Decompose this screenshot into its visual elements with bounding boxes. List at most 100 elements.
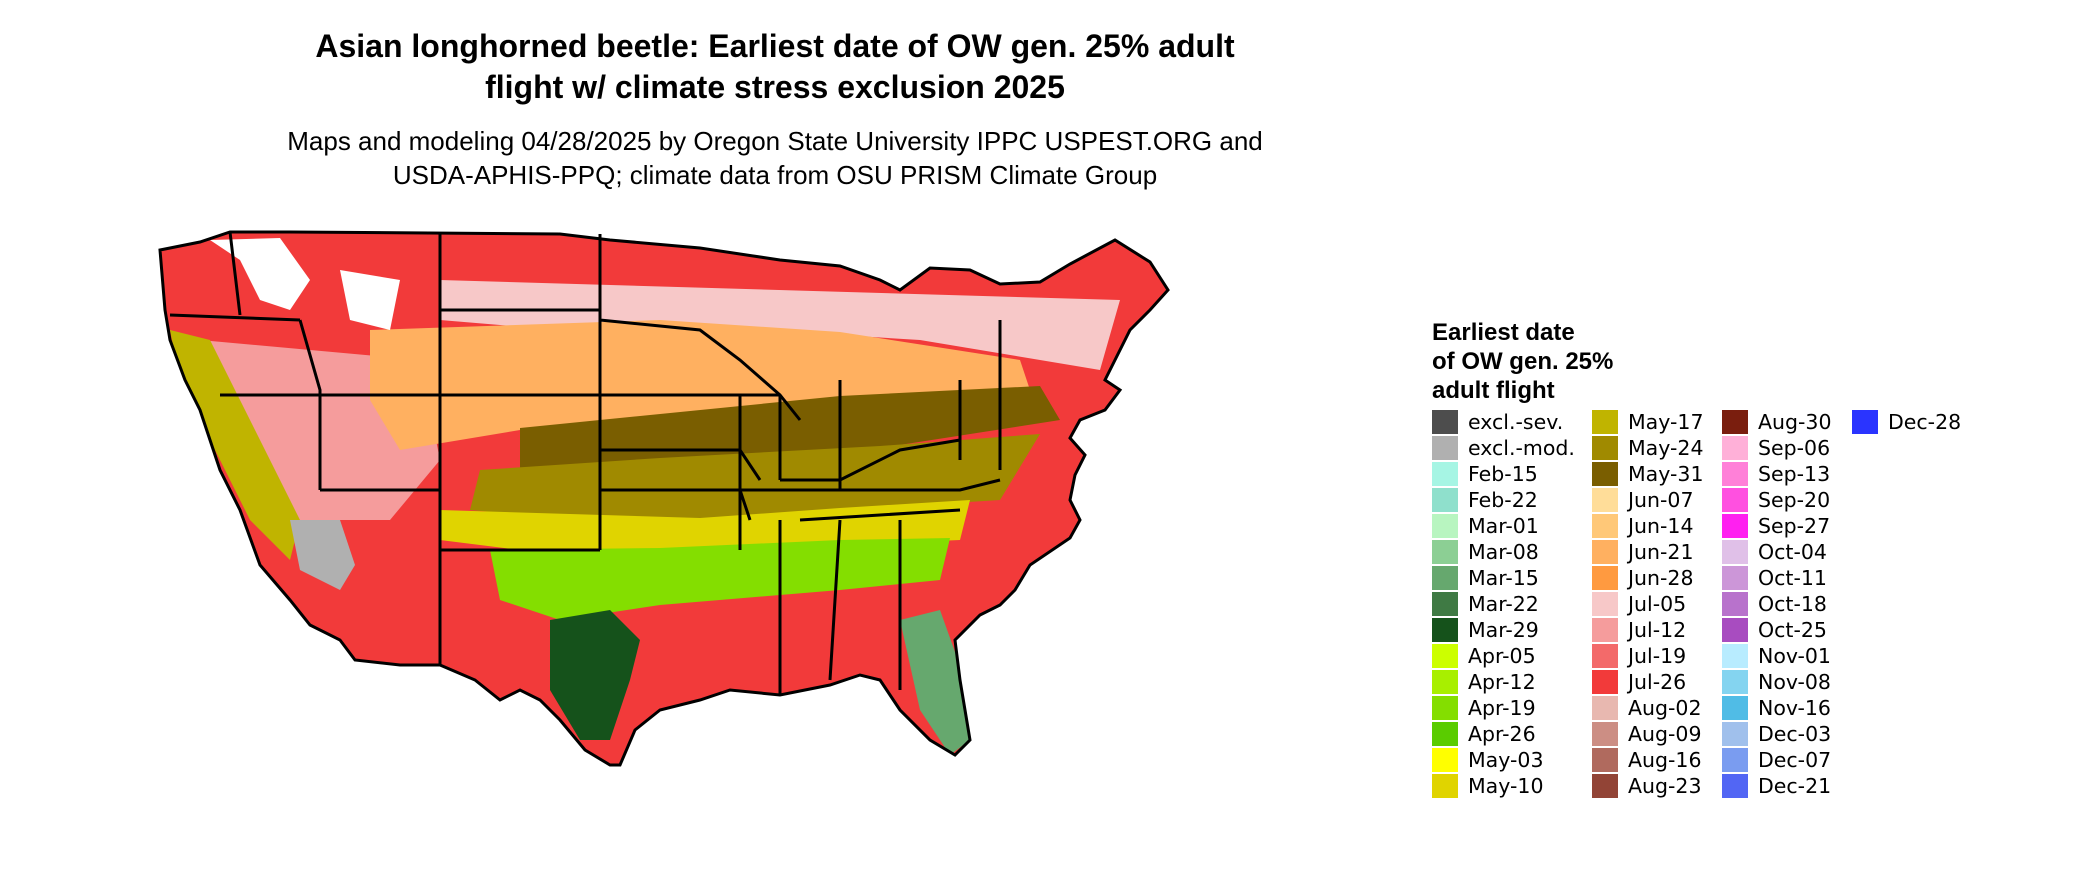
legend-item: May-31 [1592,462,1752,488]
state-boundaries [158,230,1170,767]
legend-item: Mar-01 [1432,514,1592,540]
legend-item: Dec-28 [1852,410,2012,436]
map-fill [160,232,1168,765]
legend-label: Sep-20 [1758,488,1831,512]
zone-california-central-valley [170,330,300,560]
zone-southwest-desert [290,520,355,590]
legend-label: Apr-26 [1468,722,1536,746]
legend-label: Jul-26 [1628,670,1687,694]
legend-item: Aug-02 [1592,696,1752,722]
legend-label: Jun-07 [1628,488,1694,512]
legend-item: Aug-16 [1592,748,1752,774]
legend-swatch [1592,488,1618,512]
legend-swatch [1722,748,1748,772]
legend-item: Feb-22 [1432,488,1592,514]
legend-item: May-17 [1592,410,1752,436]
legend-item: Jul-19 [1592,644,1752,670]
legend-swatch [1722,488,1748,512]
legend-label: Oct-25 [1758,618,1827,642]
legend-swatch [1722,514,1748,538]
legend-label: Apr-12 [1468,670,1536,694]
legend-item: Oct-04 [1722,540,1882,566]
legend-label: Jul-05 [1628,592,1687,616]
legend-swatch [1722,774,1748,798]
legend-label: Nov-16 [1758,696,1831,720]
legend-label: Nov-08 [1758,670,1831,694]
legend-label: Jun-21 [1628,540,1694,564]
legend-label: Mar-29 [1468,618,1539,642]
legend-swatch [1432,644,1458,668]
legend-item: Mar-22 [1432,592,1592,618]
legend-item: Nov-08 [1722,670,1882,696]
legend-label: excl.-sev. [1468,410,1564,434]
legend-label: Oct-18 [1758,592,1827,616]
legend-label: May-24 [1628,436,1704,460]
legend-item: Apr-05 [1432,644,1592,670]
legend-label: Feb-22 [1468,488,1538,512]
legend-label: Aug-30 [1758,410,1832,434]
legend-swatch [1722,566,1748,590]
legend-label: Oct-11 [1758,566,1827,590]
zone-north-central-plains [440,280,1120,370]
legend-item: Dec-07 [1722,748,1882,774]
legend-swatch [1592,540,1618,564]
legend-swatch [1592,566,1618,590]
map-subtitle-line-2: USDA-APHIS-PPQ; climate data from OSU PR… [392,160,1158,190]
legend-item: Mar-15 [1432,566,1592,592]
legend-item: Jun-28 [1592,566,1752,592]
legend-swatch [1592,592,1618,616]
legend-item: excl.-sev. [1432,410,1592,436]
legend-label: May-31 [1628,462,1704,486]
legend-label: Oct-04 [1758,540,1827,564]
legend-swatch [1592,670,1618,694]
legend-label: Feb-15 [1468,462,1538,486]
legend-label: Sep-13 [1758,462,1831,486]
legend-label: Sep-06 [1758,436,1831,460]
us-phenology-map [158,230,1170,767]
legend-swatch [1432,410,1458,434]
legend-item: Jun-14 [1592,514,1752,540]
legend-swatch [1592,410,1618,434]
legend-title-line-3: adult flight [1432,377,1555,404]
legend-label: Jun-14 [1628,514,1694,538]
legend-item: Aug-23 [1592,774,1752,800]
legend-label: Dec-07 [1758,748,1832,772]
legend-label: Apr-05 [1468,644,1536,668]
legend-item: Mar-29 [1432,618,1592,644]
legend-swatch [1592,618,1618,642]
zone-gulf-coast [490,538,950,620]
legend-swatch [1432,488,1458,512]
legend-label: Sep-27 [1758,514,1831,538]
legend-label: Jun-28 [1628,566,1694,590]
legend-swatch [1722,722,1748,746]
legend-swatch [1592,696,1618,720]
legend-swatch [1592,436,1618,460]
legend-swatch [1592,644,1618,668]
map-subtitle-line-1: Maps and modeling 04/28/2025 by Oregon S… [287,126,1263,156]
legend-swatch [1432,748,1458,772]
us-outline [158,230,1170,767]
legend-swatch [1722,592,1748,616]
legend-label: Nov-01 [1758,644,1831,668]
zone-south-florida [900,610,970,755]
legend-label: Apr-19 [1468,696,1536,720]
legend-item: Sep-27 [1722,514,1882,540]
zone-central-plains [370,320,1030,450]
legend-swatch [1432,592,1458,616]
legend-swatch [1432,722,1458,746]
legend-swatch [1722,436,1748,460]
legend-label: Dec-28 [1888,410,1962,434]
legend-swatch [1432,462,1458,486]
legend-title-line-1: Earliest date [1432,319,1575,346]
legend-item: Aug-30 [1722,410,1882,436]
legend-item: Aug-09 [1592,722,1752,748]
legend-swatch [1722,644,1748,668]
legend-swatch [1722,410,1748,434]
map-title: Asian longhorned beetle: Earliest date o… [150,26,1400,108]
legend-label: Jul-19 [1628,644,1687,668]
legend-item: Apr-12 [1432,670,1592,696]
legend-item: Oct-18 [1722,592,1882,618]
map-subtitle: Maps and modeling 04/28/2025 by Oregon S… [150,124,1400,192]
legend-item: Nov-01 [1722,644,1882,670]
legend-item: Sep-20 [1722,488,1882,514]
